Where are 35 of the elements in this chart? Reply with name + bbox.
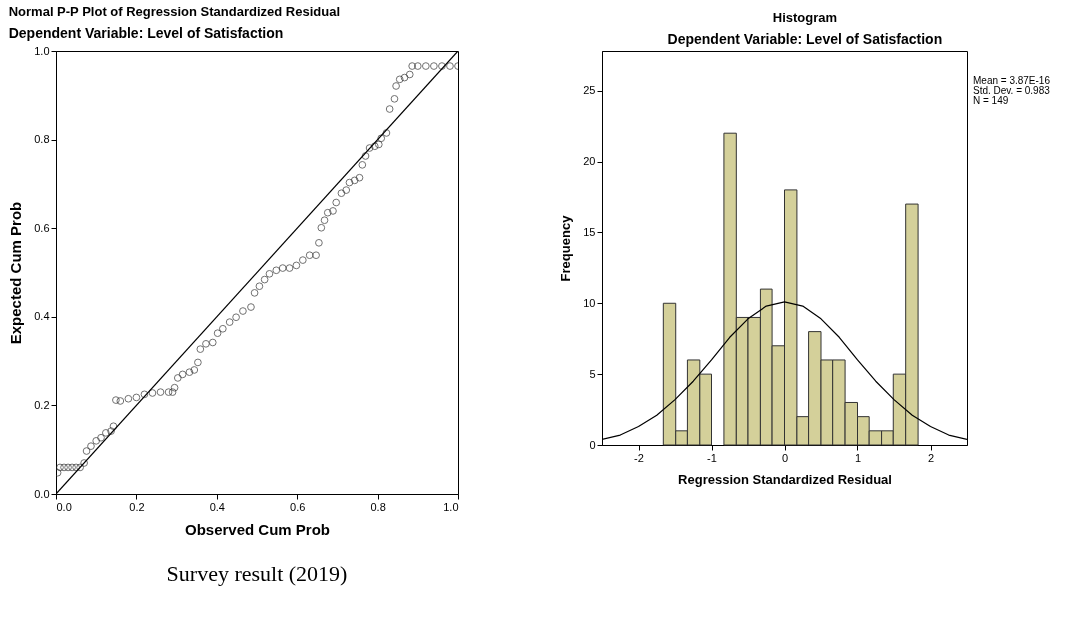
chart-subtitle: Dependent Variable: Level of Satisfaction (8, 25, 284, 41)
x-tick-label: 0.4 (209, 500, 225, 513)
y-tick-label: 0.4 (34, 310, 50, 323)
y-tick-label: 5 (589, 367, 596, 380)
text: Std. Dev. = 0.983 (973, 85, 1051, 96)
y-tick-label: 25 (583, 84, 596, 97)
y-tick-label: 20 (583, 155, 596, 168)
chart-subtitle: Dependent Variable: Level of Satisfaction (667, 31, 943, 47)
x-tick-label: 1 (854, 451, 862, 464)
y-tick-label: 0.0 (34, 487, 50, 500)
chart-title: Normal P-P Plot of Regression Standardized Residual (8, 4, 341, 19)
y-axis-title: Expected Cum Prob (7, 201, 25, 345)
y-tick-label: 0.2 (34, 398, 50, 411)
y-tick-label: 0 (589, 438, 596, 451)
x-tick-label: 1.0 (443, 500, 459, 513)
x-tick-label: 0 (781, 451, 789, 464)
y-axis-title: Frequency (558, 214, 574, 282)
x-tick-label: 0.0 (56, 500, 72, 513)
text: N = 149 (973, 95, 1009, 106)
x-tick-label: 0.2 (129, 500, 145, 513)
text: Mean = 3.87E-16 (973, 75, 1051, 86)
x-tick-label: 0.8 (370, 500, 386, 513)
x-tick-label: -2 (634, 451, 644, 464)
y-tick-label: 10 (583, 296, 596, 309)
x-tick-label: 0.6 (290, 500, 306, 513)
y-tick-label: 0.8 (34, 133, 50, 146)
y-tick-label: 15 (583, 225, 596, 238)
x-tick-label: 2 (927, 451, 935, 464)
x-tick-label: -1 (707, 451, 717, 464)
text: Survey result (2019) (166, 561, 348, 586)
x-axis-title: Observed Cum Prob (184, 520, 331, 538)
x-axis-title: Regression Standardized Residual (678, 471, 892, 487)
y-tick-label: 1.0 (34, 44, 50, 57)
y-tick-label: 0.6 (34, 221, 50, 234)
chart-title: Histogram (772, 10, 838, 25)
